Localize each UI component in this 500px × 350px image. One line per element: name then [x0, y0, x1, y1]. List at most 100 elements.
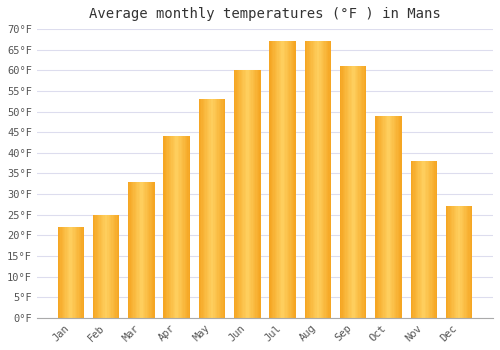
- Bar: [222, 99, 224, 318]
- Bar: [468, 206, 469, 318]
- Bar: [105, 215, 106, 318]
- Bar: [324, 41, 326, 318]
- Bar: [361, 66, 362, 318]
- Bar: [238, 70, 240, 318]
- Bar: [288, 41, 289, 318]
- Bar: [214, 99, 216, 318]
- Bar: [224, 99, 225, 318]
- Bar: [140, 182, 141, 318]
- Bar: [152, 182, 154, 318]
- Bar: [360, 66, 361, 318]
- Bar: [74, 227, 75, 318]
- Bar: [460, 206, 462, 318]
- Bar: [250, 70, 252, 318]
- Bar: [293, 41, 294, 318]
- Bar: [180, 136, 182, 318]
- Bar: [386, 116, 387, 318]
- Bar: [244, 70, 246, 318]
- Bar: [380, 116, 382, 318]
- Bar: [456, 206, 458, 318]
- Bar: [234, 70, 235, 318]
- Bar: [432, 161, 433, 318]
- Bar: [118, 215, 120, 318]
- Bar: [390, 116, 391, 318]
- Bar: [471, 206, 472, 318]
- Bar: [420, 161, 421, 318]
- Bar: [430, 161, 432, 318]
- Bar: [345, 66, 346, 318]
- Bar: [142, 182, 144, 318]
- Bar: [362, 66, 364, 318]
- Bar: [101, 215, 102, 318]
- Bar: [470, 206, 471, 318]
- Bar: [395, 116, 396, 318]
- Bar: [383, 116, 384, 318]
- Bar: [292, 41, 293, 318]
- Bar: [455, 206, 456, 318]
- Bar: [128, 182, 130, 318]
- Bar: [170, 136, 172, 318]
- Bar: [326, 41, 327, 318]
- Bar: [202, 99, 204, 318]
- Bar: [198, 99, 200, 318]
- Bar: [75, 227, 76, 318]
- Bar: [353, 66, 354, 318]
- Bar: [328, 41, 330, 318]
- Bar: [387, 116, 388, 318]
- Bar: [428, 161, 429, 318]
- Bar: [255, 70, 256, 318]
- Bar: [78, 227, 80, 318]
- Bar: [71, 227, 72, 318]
- Bar: [130, 182, 131, 318]
- Bar: [285, 41, 286, 318]
- Bar: [206, 99, 208, 318]
- Bar: [384, 116, 386, 318]
- Bar: [220, 99, 221, 318]
- Bar: [433, 161, 434, 318]
- Bar: [319, 41, 320, 318]
- Bar: [356, 66, 357, 318]
- Bar: [454, 206, 455, 318]
- Bar: [304, 41, 306, 318]
- Bar: [282, 41, 284, 318]
- Bar: [144, 182, 146, 318]
- Bar: [458, 206, 459, 318]
- Bar: [418, 161, 420, 318]
- Bar: [450, 206, 451, 318]
- Bar: [272, 41, 274, 318]
- Bar: [246, 70, 248, 318]
- Bar: [212, 99, 214, 318]
- Bar: [252, 70, 254, 318]
- Bar: [464, 206, 466, 318]
- Bar: [108, 215, 110, 318]
- Bar: [186, 136, 188, 318]
- Bar: [399, 116, 400, 318]
- Bar: [70, 227, 71, 318]
- Bar: [98, 215, 100, 318]
- Bar: [114, 215, 116, 318]
- Bar: [148, 182, 150, 318]
- Bar: [116, 215, 118, 318]
- Bar: [346, 66, 348, 318]
- Bar: [376, 116, 378, 318]
- Bar: [358, 66, 360, 318]
- Bar: [448, 206, 450, 318]
- Bar: [391, 116, 392, 318]
- Bar: [60, 227, 62, 318]
- Bar: [344, 66, 345, 318]
- Bar: [426, 161, 428, 318]
- Bar: [72, 227, 74, 318]
- Bar: [166, 136, 168, 318]
- Bar: [414, 161, 416, 318]
- Bar: [136, 182, 138, 318]
- Bar: [94, 215, 96, 318]
- Bar: [447, 206, 448, 318]
- Bar: [82, 227, 84, 318]
- Bar: [375, 116, 376, 318]
- Bar: [188, 136, 190, 318]
- Bar: [330, 41, 331, 318]
- Bar: [132, 182, 134, 318]
- Bar: [67, 227, 68, 318]
- Bar: [240, 70, 242, 318]
- Bar: [259, 70, 260, 318]
